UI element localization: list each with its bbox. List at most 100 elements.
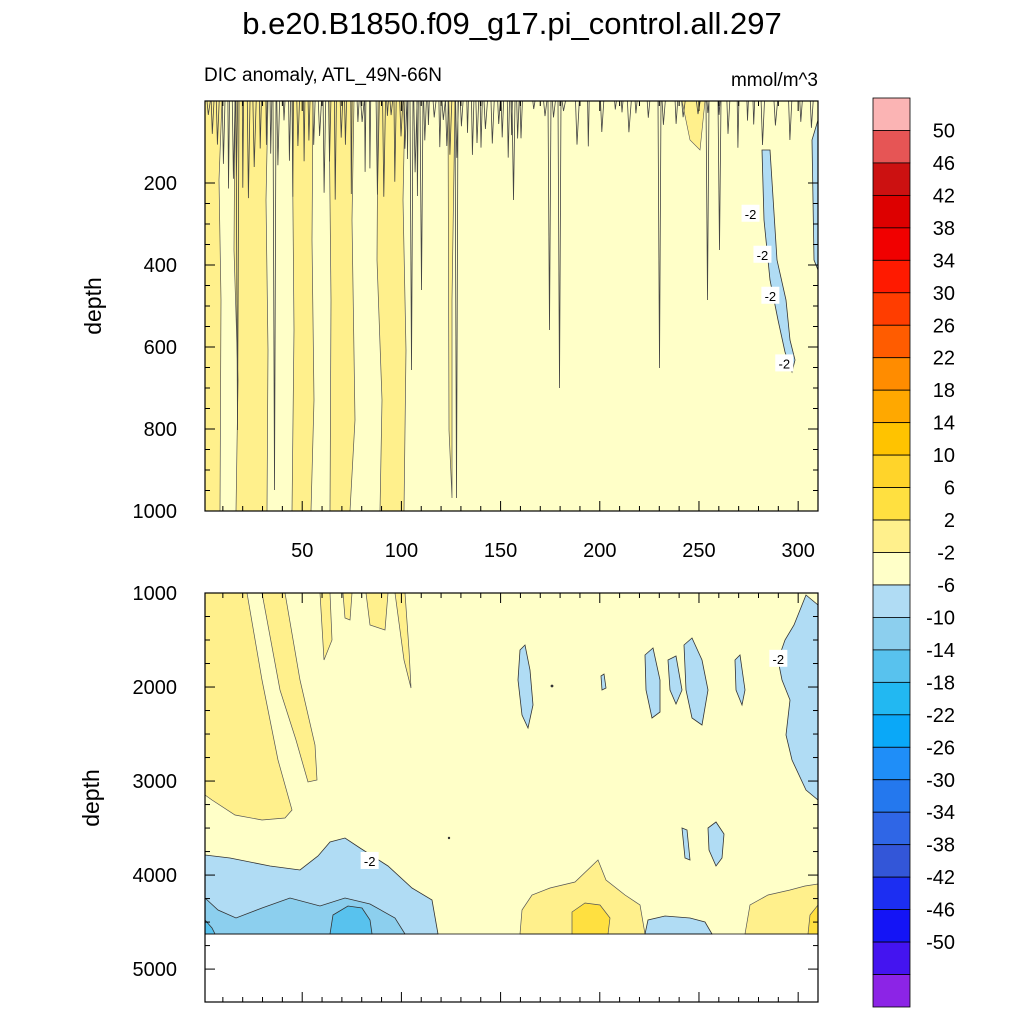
upper-axes: 50 100 150 200 250 300 200 400 600 800 1000 [133, 101, 819, 562]
upper-contour-fill [205, 101, 818, 511]
colorbar-label: -10 [926, 607, 955, 629]
upper-contour-labels: -2 -2 -2 -2 [741, 204, 794, 372]
colorbar-swatch [872, 909, 911, 943]
colorbar-label: -38 [926, 835, 955, 857]
colorbar-swatch [872, 844, 911, 878]
x-tick-label: 50 [291, 540, 313, 562]
colorbar-label: 18 [933, 380, 955, 402]
colorbar-label: 50 [933, 120, 955, 142]
colorbar-swatch [872, 811, 911, 846]
colorbar-swatch [872, 617, 911, 651]
contour-label-bg [741, 204, 760, 222]
upper-positive-streak [376, 101, 407, 511]
y-tick-label: 200 [144, 173, 177, 195]
upper-panel-title: DIC anomaly, ATL_49N-66N [204, 65, 442, 86]
colorbar-swatch [872, 487, 911, 521]
contour-label-bg [761, 286, 780, 304]
lower-negative-region [600, 673, 607, 691]
upper-negative-patch [811, 119, 818, 271]
x-tick-label: 300 [781, 540, 814, 562]
lower-positive-region [319, 593, 333, 661]
colorbar-swatch [872, 681, 911, 716]
colorbar-label: -2 [937, 543, 955, 565]
colorbar-swatch [872, 292, 911, 326]
colorbar-swatch [872, 422, 911, 456]
lower-negative-region [681, 827, 691, 861]
colorbar-label: 10 [933, 445, 955, 467]
contour-label: -2 [773, 652, 785, 667]
colorbar-swatch [872, 454, 911, 488]
x-tick-label: 200 [583, 540, 616, 562]
colorbar-swatch [872, 227, 911, 261]
colorbar-label: 26 [933, 315, 955, 337]
contour-label-bg [753, 245, 772, 263]
upper-positive-streak [233, 101, 269, 511]
colorbar-label: -14 [926, 640, 955, 662]
colorbar-swatch [872, 162, 911, 196]
lower-contour-labels: -2 -2 [360, 649, 788, 869]
x-tick-label: 150 [484, 540, 517, 562]
colorbar-swatch [872, 97, 911, 131]
y-tick-label: 1000 [133, 583, 178, 605]
colorbar-swatch [872, 389, 911, 424]
colorbar-swatch [872, 746, 911, 781]
colorbar-label: -6 [937, 575, 955, 597]
colorbar-label: -50 [926, 932, 955, 954]
colorbar-label: 34 [933, 250, 955, 272]
colorbar-swatch [872, 714, 911, 748]
colorbar-swatch [872, 324, 911, 359]
y-tick-label: 800 [144, 419, 177, 441]
upper-surface-contours [206, 101, 814, 499]
colorbar-swatch [872, 552, 911, 586]
lower-positive-region [261, 593, 318, 783]
contour-label-bg [769, 649, 788, 667]
colorbar-label: -34 [926, 802, 955, 824]
y-tick-label: 1000 [133, 501, 178, 523]
lower-plot-frame [204, 592, 819, 1003]
colorbar-label: -42 [926, 867, 955, 889]
colorbar-label: 14 [933, 413, 955, 435]
y-tick-label: 5000 [133, 959, 178, 981]
lower-negative-region [683, 637, 709, 726]
colorbar-label: 30 [933, 283, 955, 305]
contour-label-bg [360, 851, 379, 869]
colorbar-label: 46 [933, 153, 955, 175]
contour-label: -2 [364, 854, 376, 869]
contour-label: -2 [778, 356, 790, 371]
y-tick-label: 400 [144, 255, 177, 277]
colorbar: 50 46 42 38 34 30 26 22 18 14 10 6 2 -2 -6 -10 -14 -18 -22… [872, 97, 955, 1008]
colorbar-swatch [872, 259, 911, 294]
x-tick-label: 250 [682, 540, 715, 562]
lower-axes: 1000 2000 3000 4000 5000 [133, 583, 819, 1002]
lower-negative-region [777, 594, 818, 801]
upper-positive-streak [291, 101, 315, 511]
colorbar-label: 2 [944, 510, 955, 532]
colorbar-swatch [872, 974, 911, 1008]
colorbar-label: -18 [926, 672, 955, 694]
lower-positive-region [394, 593, 412, 689]
contour-label: -2 [765, 289, 777, 304]
lower-positive-region [342, 593, 353, 621]
upper-units-label: mmol/m^3 [731, 70, 818, 91]
lower-positive-region [744, 883, 818, 935]
colorbar-swatch [872, 584, 911, 618]
colorbar-swatch [872, 941, 911, 975]
contour-label: -2 [757, 248, 769, 263]
colorbar-label: 22 [933, 348, 955, 370]
y-tick-label: 3000 [133, 771, 178, 793]
lower-positive-region [519, 859, 646, 935]
colorbar-label: -22 [926, 705, 955, 727]
lower-negative-region [517, 644, 534, 730]
colorbar-swatch [872, 649, 911, 683]
lower-positive-region [205, 593, 293, 821]
colorbar-label: 42 [933, 185, 955, 207]
y-tick-label: 600 [144, 337, 177, 359]
colorbar-label: -26 [926, 737, 955, 759]
upper-positive-streak [328, 101, 356, 511]
lower-negative-region [644, 647, 661, 719]
colorbar-label: 38 [933, 218, 955, 240]
colorbar-swatch [872, 876, 911, 911]
colorbar-swatch [872, 519, 911, 553]
lower-negative-region [667, 655, 683, 706]
lower-negative-region [734, 654, 746, 707]
